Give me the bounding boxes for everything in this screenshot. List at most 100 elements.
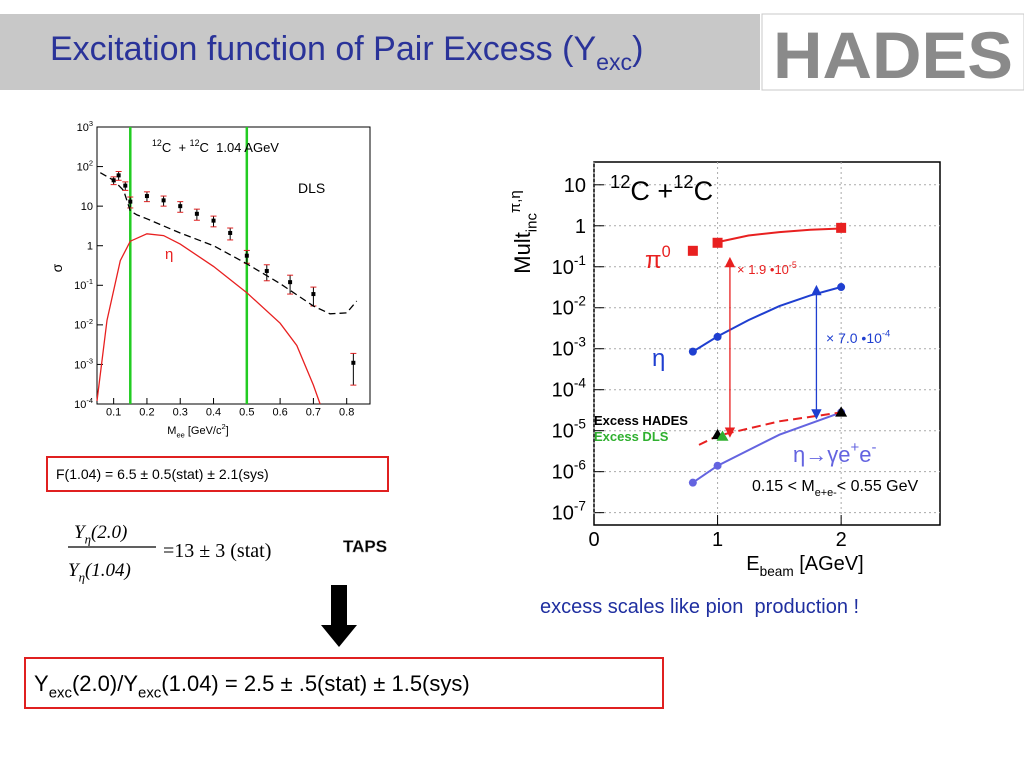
ratio-text-part: exc [138, 685, 162, 702]
y-tick-exponent: -6 [574, 458, 586, 473]
x-tick-label: 0.4 [206, 407, 221, 419]
y-tick-base: 10 [74, 399, 86, 411]
y-tick-label: 10-2 [552, 294, 586, 320]
y-axis-title-part: π,η [507, 190, 524, 213]
plot-label: DLS [298, 180, 325, 196]
plot-label-part: × 1.9 •10 [737, 262, 789, 277]
plot-label-part: + [850, 439, 859, 456]
y-tick-exponent: -2 [574, 294, 586, 309]
y-tick-base: 10 [74, 320, 86, 332]
marker [288, 280, 293, 285]
marker [161, 198, 166, 203]
ratio-box [24, 657, 664, 709]
marker [123, 183, 128, 188]
x-tick-label: 0 [588, 529, 599, 551]
plot-frame [96, 126, 371, 405]
y-axis-title: Multincπ,η [507, 190, 540, 273]
x-axis-title-part: [GeV/c [185, 425, 222, 437]
plot-label-part: e [859, 442, 871, 467]
header-bar [0, 14, 760, 90]
x-tick-label: 0.8 [339, 407, 354, 419]
result-text: F(1.04) = 6.5 ± 0.5(stat) ± 2.1(sys) [56, 466, 269, 482]
marker [712, 237, 723, 248]
curve [717, 227, 842, 244]
formula-rhs: =13 ± 3 (stat) [163, 540, 271, 562]
y-tick-label: 10-4 [74, 396, 93, 411]
slide-title: Excitation function of Pair Excess (Yexc… [50, 30, 643, 75]
y-tick-label: 10-7 [552, 499, 586, 525]
y-tick-exponent: -2 [86, 317, 93, 326]
plot-label-part: C + [630, 176, 673, 206]
ratio-text-part: (1.04) = 2.5 ± .5(stat) ± 1.5(sys) [161, 671, 469, 696]
x-axis-title-part: 2 [221, 422, 225, 431]
y-tick-base: 10 [552, 380, 574, 402]
x-axis-title-part: E [746, 553, 759, 575]
y-tick-exponent: -3 [574, 335, 586, 350]
formula-denominator: Yη(1.04) [68, 560, 131, 585]
curve [698, 411, 842, 446]
plot-label-part: η [165, 246, 173, 263]
plot-label-part: η→γe [793, 442, 850, 467]
y-tick-exponent: -7 [574, 499, 586, 514]
y-tick-label: 10-3 [74, 356, 93, 371]
x-tick-label: 0.7 [306, 407, 321, 419]
y-axis-title: σ [49, 263, 65, 272]
y-tick-label: 10-2 [74, 317, 93, 332]
plot-label: Excess DLS [594, 429, 669, 444]
plot-label-part: 12 [673, 171, 693, 192]
y-tick-exponent: -4 [86, 396, 93, 405]
slide-title-part: ) [632, 30, 643, 68]
y-tick-exponent: -5 [574, 417, 586, 432]
ratio-text-part: (2.0)/Y [72, 671, 138, 696]
y-tick-label: 1 [87, 241, 93, 253]
marker [228, 230, 233, 235]
y-tick-base: 10 [74, 280, 86, 292]
plot-label: π0 [645, 243, 671, 274]
curve [96, 233, 321, 405]
formula-denominator-part: (1.04) [85, 560, 131, 581]
y-tick-base: 10 [552, 257, 574, 279]
plot-label: η→γe+e- [793, 439, 876, 467]
formula-numerator-part: η [85, 532, 91, 547]
down-arrow [321, 585, 357, 647]
marker [128, 199, 133, 204]
y-tick-label: 10-4 [552, 376, 587, 402]
ratio-text: Yexc(2.0)/Yexc(1.04) = 2.5 ± .5(stat) ± … [34, 671, 470, 702]
plot-label-part: e+e- [815, 487, 837, 499]
source-label: TAPS [343, 537, 387, 556]
plot-label-part: C 1.04 AGeV [199, 140, 279, 155]
x-tick-label: 0.1 [106, 407, 121, 419]
y-tick-label: 10-6 [552, 458, 586, 484]
marker [688, 347, 697, 356]
marker [264, 268, 269, 273]
marker [116, 173, 121, 178]
plot-label: 12C +12C [610, 171, 713, 206]
y-tick-exponent: -1 [86, 277, 93, 286]
y-tick-base: 10 [74, 359, 86, 371]
y-tick-base: 10 [552, 462, 574, 484]
plot-label-part: - [871, 439, 876, 456]
y-tick-base: 10 [552, 298, 574, 320]
plot-label: 0.15 < Me+e-< 0.55 GeV [752, 478, 919, 499]
x-tick-label: 0.5 [239, 407, 254, 419]
plot-label-part: × 7.0 •10 [826, 330, 882, 346]
logo-box [761, 13, 1024, 91]
curve [692, 411, 842, 484]
caption: excess scales like pion production ! [540, 596, 859, 618]
plot-label-part: C + [162, 140, 190, 155]
y-tick-exponent: -4 [574, 376, 587, 391]
curve [99, 172, 358, 315]
logo: HADES [773, 18, 1013, 92]
y-tick-exponent: -1 [574, 253, 586, 268]
y-tick-base: 10 [77, 122, 89, 134]
y-tick-label: 103 [77, 119, 93, 134]
y-tick-base: 10 [552, 339, 574, 361]
ratio-text-part: Y [34, 671, 49, 696]
plot-label-part: < 0.55 GeV [837, 478, 919, 495]
plot-label-part: DLS [298, 180, 325, 196]
marker [837, 283, 846, 292]
marker [836, 222, 847, 233]
x-axis-title-part: ee [176, 430, 184, 439]
slide-title-part: exc [596, 49, 632, 75]
marker [687, 245, 698, 256]
